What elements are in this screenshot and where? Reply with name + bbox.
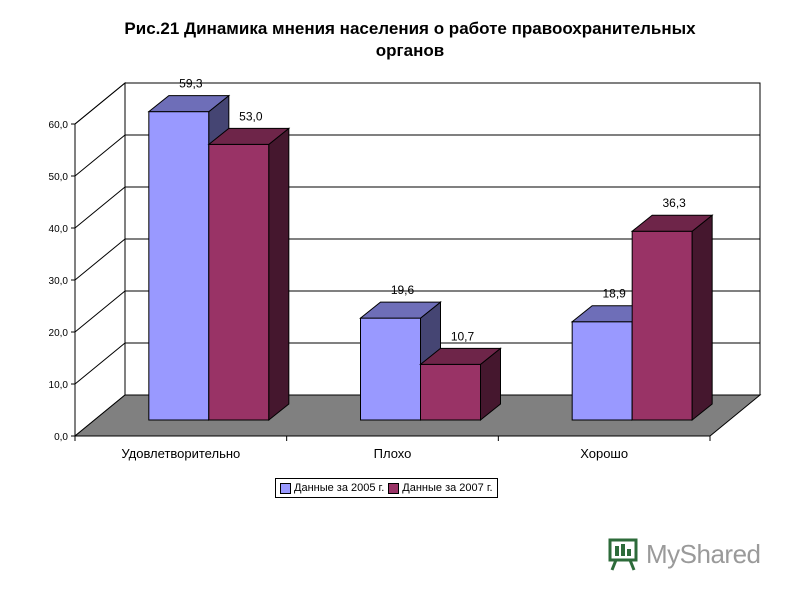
bar-data-label: 19,6 — [391, 283, 415, 297]
y-tick-label: 0,0 — [54, 432, 68, 443]
y-tick-label: 50,0 — [49, 172, 69, 183]
bar-front — [148, 111, 210, 421]
bar-front — [208, 143, 270, 421]
watermark-text: MyShared — [646, 538, 761, 569]
bar-data-label: 18,9 — [602, 287, 626, 301]
bar-front — [420, 363, 481, 421]
chart-legend: Данные за 2005 г. Данные за 2007 г. — [275, 478, 498, 498]
bar-front — [631, 230, 693, 421]
bar-top — [630, 214, 714, 232]
legend-swatch-2005 — [280, 482, 291, 494]
x-category-label: Хорошо — [580, 446, 628, 461]
bar-data-label: 36,3 — [662, 196, 686, 210]
y-tick-label: 10,0 — [49, 380, 69, 391]
chart-title-line-2: органов — [375, 41, 445, 60]
legend-item-2005: Данные за 2005 г. — [280, 482, 384, 494]
bar-top — [147, 95, 231, 113]
legend-swatch-2007 — [388, 482, 400, 494]
presentation-board-icon — [608, 538, 638, 571]
x-category-label: Плохо — [374, 446, 412, 461]
gridline — [74, 238, 760, 281]
y-tick-label: 40,0 — [49, 224, 69, 235]
bar-side — [268, 127, 290, 422]
chart-title-line-1: Рис.21 Динамика мнения населения о работ… — [124, 19, 696, 38]
y-tick-label: 30,0 — [49, 276, 69, 287]
gridline — [74, 290, 760, 333]
bar-top — [419, 347, 502, 365]
bar-data-label: 53,0 — [239, 109, 263, 123]
legend-item-2007: Данные за 2007 г. — [388, 482, 493, 494]
bar-data-label: 10,7 — [451, 329, 475, 343]
gridline — [74, 342, 760, 385]
bar-front — [571, 321, 633, 421]
bar-side — [691, 214, 713, 422]
gridline — [74, 82, 760, 125]
gridline — [74, 134, 760, 177]
y-tick-label: 60,0 — [49, 120, 69, 131]
watermark-logo: MyShared — [606, 536, 761, 572]
legend-label-2005: Данные за 2005 г. — [294, 482, 385, 494]
gridline — [74, 186, 760, 229]
y-tick-label: 20,0 — [49, 328, 69, 339]
chart-title: Рис.21 Динамика мнения населения о работ… — [40, 18, 780, 62]
bar-top — [207, 127, 291, 145]
bar-data-label: 59,3 — [179, 77, 203, 91]
legend-label-2007: Данные за 2007 г. — [402, 482, 493, 494]
x-category-label: Удовлетворительно — [121, 446, 240, 461]
bar-top — [359, 301, 442, 319]
bar-front — [360, 317, 421, 421]
